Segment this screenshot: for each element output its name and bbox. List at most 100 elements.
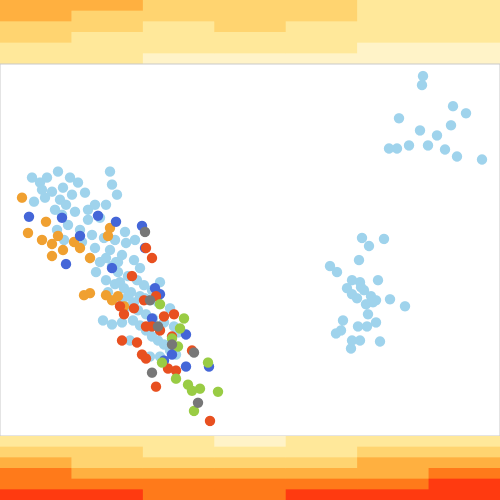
bottom-heatmap-cell <box>357 489 430 500</box>
scatter-point-light-blue <box>52 166 64 177</box>
scatter-point-green <box>202 357 214 368</box>
scatter-point-light-blue <box>26 172 38 183</box>
scatter-point-blue <box>23 211 35 222</box>
scatter-point-blue <box>74 230 86 242</box>
bottom-heatmap-cell <box>0 489 72 500</box>
scatter-point-green <box>186 385 198 396</box>
top-heatmap-cell <box>71 21 144 33</box>
scatter-point-red <box>140 353 152 364</box>
scatter-point-orange <box>84 288 96 299</box>
bottom-heatmap-cell <box>71 457 144 469</box>
scatter-point-red <box>128 303 140 314</box>
scatter-point-red <box>140 242 152 254</box>
scatter-point-light-blue <box>28 196 40 207</box>
bottom-heatmap-cell <box>285 468 358 480</box>
scatter-point-orange <box>46 250 58 262</box>
bottom-heatmap-cell <box>428 478 500 490</box>
scatter-point-light-blue <box>414 125 426 136</box>
bottom-heatmap-cell <box>142 436 215 448</box>
scatter-point-light-blue <box>399 301 411 312</box>
scatter-point-light-blue <box>362 309 374 320</box>
scatter-point-light-blue <box>346 335 358 346</box>
scatter-point-light-blue <box>431 130 443 141</box>
scatter-point-light-blue <box>82 214 94 225</box>
top-heatmap-cell <box>142 32 215 44</box>
bottom-heatmap-cell <box>71 489 144 500</box>
scatter-point-light-blue <box>100 275 112 286</box>
top-heatmap-cell <box>142 21 215 33</box>
scatter-point-light-blue <box>353 254 365 266</box>
scatter-point-green <box>154 299 166 310</box>
bottom-heatmap-cell <box>428 446 500 458</box>
scatter-point-light-blue <box>82 204 94 215</box>
top-heatmap-cell <box>285 10 358 22</box>
scatter-point-light-blue <box>354 335 366 346</box>
scatter-point-green <box>170 373 182 384</box>
scatter-point-light-blue <box>46 186 58 197</box>
scatter-point-gray <box>152 321 164 332</box>
scatter-point-blue <box>56 212 68 223</box>
top-heatmap-cell <box>428 53 500 65</box>
scatter-point-light-blue <box>352 321 364 332</box>
scatter-point-light-blue <box>106 319 118 330</box>
scatter-point-green <box>178 313 190 324</box>
scatter-point-light-blue <box>100 199 112 210</box>
scatter-point-light-blue <box>111 189 123 200</box>
scatter-point-gray <box>192 397 204 408</box>
top-heatmap-cell <box>142 10 215 22</box>
scatter-point-blue <box>180 361 192 372</box>
top-heatmap-cell <box>285 0 358 12</box>
scatter-point-blue <box>60 258 72 270</box>
scatter-point-light-blue <box>422 140 434 151</box>
top-heatmap-cell <box>214 42 287 54</box>
scatter-point-light-blue <box>100 252 112 264</box>
scatter-point-light-blue <box>36 184 48 195</box>
scatter-point-light-blue <box>391 143 403 154</box>
scatter-point-red <box>126 270 138 282</box>
bottom-heatmap-cell <box>214 436 287 448</box>
scatter-point-light-blue <box>104 166 116 177</box>
bottom-heatmap-cell <box>428 468 500 480</box>
top-heatmap-cell <box>142 53 215 65</box>
top-heatmap-cell <box>428 0 500 12</box>
top-heatmap-cell <box>71 42 144 54</box>
scatter-point-light-blue <box>370 317 382 328</box>
bottom-heatmap-cell <box>428 436 500 448</box>
scatter-point-light-blue <box>361 321 373 332</box>
scatter-point-blue <box>92 210 104 221</box>
scatter-point-light-blue <box>66 189 78 200</box>
scatter-point-light-blue <box>41 172 53 183</box>
bottom-heatmap-cell <box>357 478 430 490</box>
top-heatmap-cell <box>0 0 72 12</box>
top-heatmap-cell <box>0 10 72 22</box>
scatter-point-light-blue <box>383 143 395 154</box>
scatter-point-light-blue <box>120 237 132 249</box>
scatter-point-green <box>194 383 206 394</box>
scatter-point-light-blue <box>119 226 131 238</box>
bottom-heatmap-cell <box>142 468 215 480</box>
top-heatmap-cell <box>428 10 500 22</box>
scatter-point-light-blue <box>104 244 116 256</box>
top-heatmap-cell <box>357 42 430 54</box>
top-heatmap-cell <box>357 53 430 65</box>
top-heatmap-cell <box>285 21 358 33</box>
bottom-heatmap-cell <box>357 457 430 469</box>
top-heatmap-cell <box>357 0 430 12</box>
scatter-point-light-blue <box>451 151 463 162</box>
bottom-heatmap-cell <box>71 436 144 448</box>
scatter-point-orange <box>112 291 124 302</box>
top-heatmap-cell <box>142 42 215 54</box>
scatter-point-light-blue <box>345 343 357 354</box>
scatter-point-red <box>131 337 143 348</box>
scatter-point-blue <box>146 313 158 324</box>
scatter-point-red <box>146 252 158 264</box>
bottom-heatmap-cell <box>214 446 287 458</box>
scatter-point-blue <box>110 216 122 227</box>
scatter-point-gray <box>146 367 158 378</box>
top-heatmap-cell <box>0 42 72 54</box>
top-heatmap-cell <box>71 53 144 65</box>
bottom-heatmap-cell <box>0 446 72 458</box>
scatter-point-light-blue <box>134 262 146 274</box>
plot-area <box>0 63 500 437</box>
scatter-point-light-blue <box>337 315 349 326</box>
